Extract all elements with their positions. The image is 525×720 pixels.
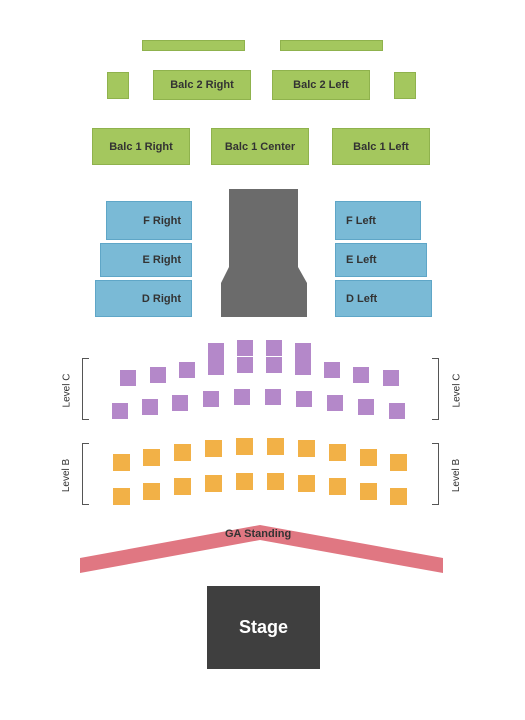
seat-b-3 bbox=[205, 440, 222, 457]
section-label-right-1: E Left bbox=[346, 254, 377, 266]
seat-c-21 bbox=[327, 395, 343, 411]
seat-b-4 bbox=[236, 438, 253, 455]
label-level-c-right: Level C bbox=[451, 374, 462, 408]
seat-c-16 bbox=[172, 395, 188, 411]
seat-c-22 bbox=[358, 399, 374, 415]
seat-b-18 bbox=[360, 483, 377, 500]
seat-b-11 bbox=[143, 483, 160, 500]
seat-b-2 bbox=[174, 444, 191, 461]
balc1-label-2: Balc 1 Left bbox=[353, 141, 409, 153]
seat-c-7 bbox=[208, 359, 224, 375]
balc1-block-2: Balc 1 Left bbox=[332, 128, 430, 165]
seat-c-8 bbox=[237, 357, 253, 373]
section-left-2: D Right bbox=[95, 280, 192, 317]
section-label-right-0: F Left bbox=[346, 215, 376, 227]
ga-label: GA Standing bbox=[225, 528, 291, 540]
label-level-c-left: Level C bbox=[61, 374, 72, 408]
seating-chart: Balc 2 Right Balc 2 Left Balc 1 Right Balc … bbox=[0, 0, 525, 720]
section-right-2: D Left bbox=[335, 280, 432, 317]
seat-c-1 bbox=[237, 340, 253, 356]
section-right-1: E Left bbox=[335, 243, 427, 277]
seat-c-19 bbox=[265, 389, 281, 405]
balc1-label-1: Balc 1 Center bbox=[225, 141, 295, 153]
section-left-1: E Right bbox=[100, 243, 192, 277]
section-right-0: F Left bbox=[335, 201, 421, 240]
balc2-block-3 bbox=[394, 72, 416, 99]
stage-label: Stage bbox=[239, 617, 288, 638]
seat-b-16 bbox=[298, 475, 315, 492]
seat-c-5 bbox=[150, 367, 166, 383]
seat-b-8 bbox=[360, 449, 377, 466]
seat-b-13 bbox=[205, 475, 222, 492]
seat-b-9 bbox=[390, 454, 407, 471]
balc1-block-1: Balc 1 Center bbox=[211, 128, 309, 165]
seat-b-14 bbox=[236, 473, 253, 490]
section-label-left-0: F Right bbox=[143, 215, 181, 227]
seat-c-6 bbox=[179, 362, 195, 378]
balc2-block-0 bbox=[107, 72, 129, 99]
seat-c-18 bbox=[234, 389, 250, 405]
bracket-c-left bbox=[82, 358, 89, 420]
balc2-label-1: Balc 2 Right bbox=[170, 79, 234, 91]
seat-b-1 bbox=[143, 449, 160, 466]
seat-c-13 bbox=[383, 370, 399, 386]
seat-b-10 bbox=[113, 488, 130, 505]
section-label-right-2: D Left bbox=[346, 293, 377, 305]
seat-c-3 bbox=[295, 343, 311, 359]
seat-c-11 bbox=[324, 362, 340, 378]
seat-c-12 bbox=[353, 367, 369, 383]
balc2-label-2: Balc 2 Left bbox=[293, 79, 349, 91]
seat-c-10 bbox=[295, 359, 311, 375]
balc2-bar-1 bbox=[280, 40, 383, 51]
seat-b-17 bbox=[329, 478, 346, 495]
seat-c-9 bbox=[266, 357, 282, 373]
seat-b-5 bbox=[267, 438, 284, 455]
balc2-bar-0 bbox=[142, 40, 245, 51]
bracket-c-right bbox=[432, 358, 439, 420]
seat-c-0 bbox=[208, 343, 224, 359]
seat-c-15 bbox=[142, 399, 158, 415]
balc1-label-0: Balc 1 Right bbox=[109, 141, 173, 153]
label-level-b-right: Level B bbox=[451, 459, 462, 492]
bracket-b-right bbox=[432, 443, 439, 505]
seat-c-20 bbox=[296, 391, 312, 407]
section-label-left-1: E Right bbox=[143, 254, 182, 266]
seat-c-17 bbox=[203, 391, 219, 407]
balc1-block-0: Balc 1 Right bbox=[92, 128, 190, 165]
seat-b-19 bbox=[390, 488, 407, 505]
seat-b-12 bbox=[174, 478, 191, 495]
label-level-b-left: Level B bbox=[61, 459, 72, 492]
seat-c-23 bbox=[389, 403, 405, 419]
stage: Stage bbox=[207, 586, 320, 669]
section-left-0: F Right bbox=[106, 201, 192, 240]
seat-c-2 bbox=[266, 340, 282, 356]
center-structure bbox=[221, 189, 307, 317]
seat-c-4 bbox=[120, 370, 136, 386]
balc2-block-2: Balc 2 Left bbox=[272, 70, 370, 100]
seat-c-14 bbox=[112, 403, 128, 419]
bracket-b-left bbox=[82, 443, 89, 505]
seat-b-7 bbox=[329, 444, 346, 461]
seat-b-15 bbox=[267, 473, 284, 490]
seat-b-6 bbox=[298, 440, 315, 457]
seat-b-0 bbox=[113, 454, 130, 471]
balc2-block-1: Balc 2 Right bbox=[153, 70, 251, 100]
section-label-left-2: D Right bbox=[142, 293, 181, 305]
